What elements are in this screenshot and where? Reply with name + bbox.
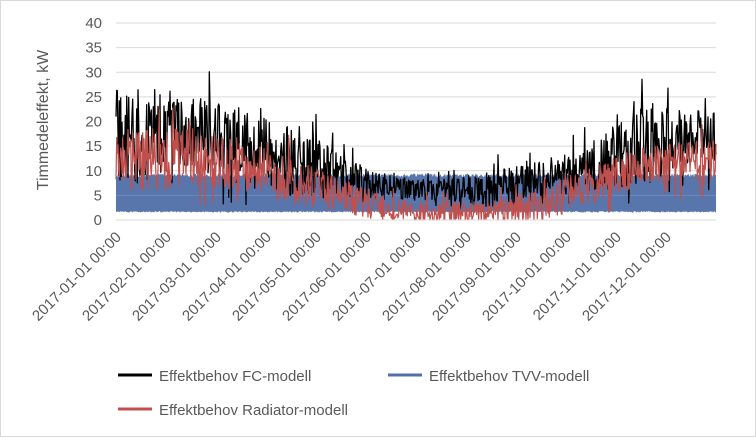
y-tick-label: 20: [85, 114, 102, 131]
legend: Effektbehov FC-modell Effektbehov TVV-mo…: [118, 368, 589, 419]
y-tick-label: 35: [85, 40, 102, 57]
y-tick-label: 0: [94, 212, 102, 229]
legend-label-fc: Effektbehov FC-modell: [159, 368, 311, 385]
legend-label-tvv: Effektbehov TVV-modell: [429, 368, 589, 385]
y-tick-label: 10: [85, 163, 102, 180]
y-tick-label: 5: [94, 187, 102, 204]
y-tick-label: 30: [85, 64, 102, 81]
plot-area: [115, 71, 717, 221]
y-axis-label: Timmedeleffekt, kW: [35, 49, 52, 190]
y-tick-label: 15: [85, 138, 102, 155]
y-tick-label: 25: [85, 89, 102, 106]
y-axis-ticks: 0 5 10 15 20 25 30 35 40: [85, 15, 102, 229]
legend-label-radiator: Effektbehov Radiator-modell: [159, 402, 348, 419]
y-tick-label: 40: [85, 15, 102, 32]
